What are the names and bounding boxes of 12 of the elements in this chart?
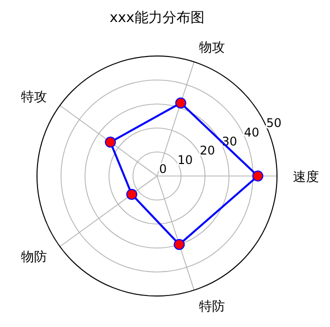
- y-tick-label: 50: [266, 116, 282, 130]
- spoke-label: 物攻: [199, 40, 226, 56]
- chart-title: xxx能力分布图: [110, 10, 204, 26]
- spoke-label: 物防: [20, 250, 47, 265]
- y-tick-label: 30: [222, 134, 238, 148]
- spoke-label: 速度: [293, 169, 319, 185]
- spoke-label: 特防: [199, 299, 226, 314]
- y-tick-label: 0: [159, 162, 167, 176]
- y-tick-label: 20: [200, 144, 215, 158]
- y-tick-label: 40: [244, 125, 260, 140]
- spoke-label: 特攻: [20, 90, 47, 106]
- y-tick-label: 10: [178, 152, 193, 167]
